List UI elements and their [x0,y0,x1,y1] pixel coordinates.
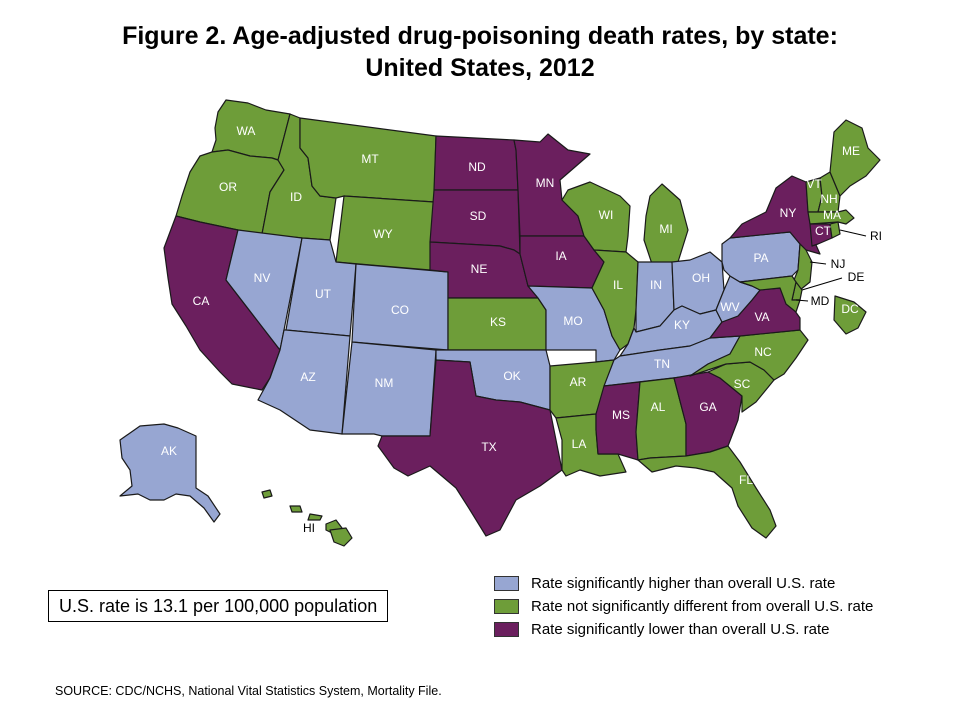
state-label-ga: GA [699,400,716,414]
state-label-oh: OH [692,271,710,285]
state-label-ma: MA [823,208,841,222]
state-label-tx: TX [481,440,496,454]
legend-swatch-lower [494,622,519,637]
state-il[interactable] [591,249,639,351]
state-label-nj: NJ [831,257,846,271]
legend-item-not-different: Rate not significantly different from ov… [494,595,873,618]
us-rate-note: U.S. rate is 13.1 per 100,000 population [48,590,389,622]
state-label-ut: UT [315,287,332,301]
state-label-hi: HI [303,521,315,535]
state-label-az: AZ [300,370,315,384]
state-label-vt: VT [806,177,822,191]
state-label-wa: WA [237,124,256,138]
state-label-pa: PA [753,251,768,265]
state-label-de: DE [848,270,865,284]
state-label-nv: NV [254,271,271,285]
legend-label-not-different: Rate not significantly different from ov… [531,598,874,615]
state-label-nc: NC [754,345,772,359]
state-label-al: AL [651,400,666,414]
state-label-ak: AK [161,444,177,458]
state-label-md: MD [811,294,830,308]
state-label-nh: NH [820,192,837,206]
legend-item-higher: Rate significantly higher than overall U… [494,572,873,595]
state-label-sc: SC [734,377,751,391]
title-line-1: Figure 2. Age-adjusted drug-poisoning de… [122,22,838,50]
state-label-mi: MI [659,222,672,236]
state-ri[interactable] [829,221,841,239]
state-label-ks: KS [490,315,506,329]
state-label-ok: OK [503,369,520,383]
state-label-wi: WI [599,208,614,222]
state-label-dc: DC [841,302,859,316]
state-label-ar: AR [570,375,587,389]
callout-line-ri [839,229,867,237]
callout-line-de [801,277,843,291]
legend-label-higher: Rate significantly higher than overall U… [531,575,836,592]
state-nc[interactable] [689,329,809,381]
state-label-nm: NM [375,376,394,390]
callout-line-md [795,299,809,302]
callout-line-nj [809,261,827,265]
source-note: SOURCE: CDC/NCHS, National Vital Statist… [55,684,442,698]
state-label-va: VA [754,310,769,324]
state-nj[interactable] [793,243,813,291]
state-label-mt: MT [361,152,379,166]
state-ak[interactable] [119,423,221,523]
state-fl[interactable] [637,445,777,539]
legend-swatch-not-different [494,599,519,614]
state-label-in: IN [650,278,662,292]
state-label-ia: IA [555,249,566,263]
state-label-mn: MN [536,176,555,190]
legend-label-lower: Rate significantly lower than overall U.… [531,621,830,638]
state-label-ms: MS [612,408,630,422]
state-tx[interactable] [377,359,563,537]
state-label-wy: WY [373,227,392,241]
state-label-mo: MO [563,314,582,328]
state-me[interactable] [829,119,881,197]
state-md[interactable] [739,275,801,313]
state-label-ct: CT [815,224,832,238]
state-label-me: ME [842,144,860,158]
legend: Rate significantly higher than overall U… [494,572,873,641]
state-label-la: LA [572,437,587,451]
legend-item-lower: Rate significantly lower than overall U.… [494,618,873,641]
state-ct[interactable] [809,223,833,247]
title-line-2: United States, 2012 [365,54,595,82]
figure-title: Figure 2. Age-adjusted drug-poisoning de… [0,20,960,84]
state-label-ky: KY [674,318,690,332]
state-az[interactable] [257,329,351,435]
state-label-or: OR [219,180,237,194]
state-label-ri: RI [870,229,882,243]
state-label-id: ID [290,190,302,204]
state-label-wv: WV [720,300,739,314]
state-label-ne: NE [471,262,488,276]
state-label-sd: SD [470,209,487,223]
state-label-ca: CA [193,294,210,308]
state-dc[interactable] [833,295,867,335]
state-label-nd: ND [468,160,486,174]
state-label-ny: NY [780,206,797,220]
state-label-fl: FL [739,473,753,487]
legend-swatch-higher [494,576,519,591]
state-label-tn: TN [654,357,670,371]
state-hi[interactable] [261,489,353,547]
state-label-il: IL [613,278,623,292]
state-label-co: CO [391,303,409,317]
